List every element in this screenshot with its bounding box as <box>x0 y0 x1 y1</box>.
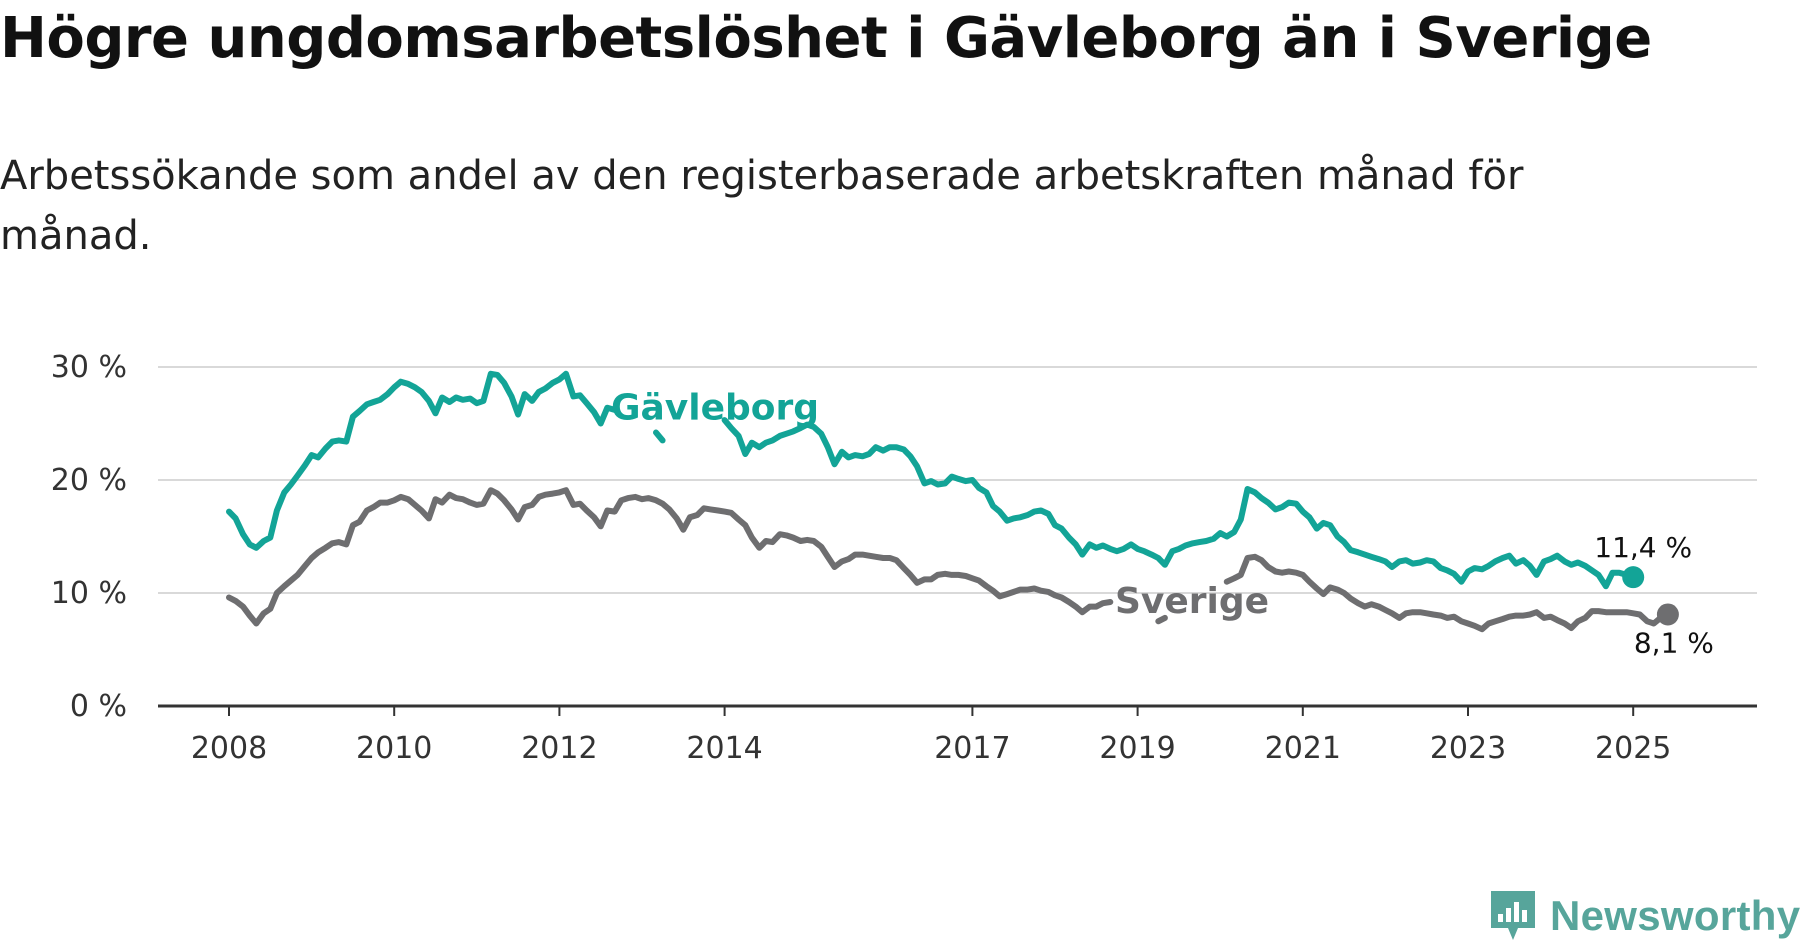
x-tick-label: 2008 <box>191 731 267 766</box>
end-point-gavleborg <box>1622 566 1645 589</box>
y-tick-label: 0 % <box>70 689 127 724</box>
end-value-label-gavleborg: 11,4 % <box>1594 531 1692 564</box>
y-tick-label: 20 % <box>51 463 127 498</box>
x-tick-label: 2017 <box>934 731 1010 766</box>
x-tick-label: 2019 <box>1099 731 1175 766</box>
chart-labels: 0 % 10 % 20 % 30 % 2008 2010 2012 2014 2017 2019 2… <box>51 350 1714 766</box>
y-tick-label: 10 % <box>51 576 127 611</box>
newsworthy-brand: Newsworthy <box>1488 888 1800 944</box>
y-tick-label: 30 % <box>51 350 127 385</box>
end-point-sverige <box>1656 603 1679 626</box>
x-tick-label: 2010 <box>356 731 432 766</box>
chart-title: Högre ungdomsarbetslöshet i Gävleborg än… <box>0 6 1652 71</box>
x-tick-label: 2025 <box>1595 731 1671 766</box>
axes <box>158 704 1757 716</box>
series-line-sverige <box>1223 553 1671 633</box>
x-tick-label: 2023 <box>1430 731 1506 766</box>
series-line-gavleborg <box>721 417 1637 590</box>
series-line-sverige <box>226 487 1114 627</box>
series-label-sverige: Sverige <box>1115 581 1269 622</box>
series-line-sverige <box>1155 614 1168 625</box>
series-line-gavleborg <box>226 370 618 551</box>
end-value-label-sverige: 8,1 % <box>1634 626 1714 659</box>
x-tick-label: 2021 <box>1265 731 1341 766</box>
brand-name: Newsworthy <box>1550 892 1800 939</box>
x-tick-label: 2012 <box>521 731 597 766</box>
chart-subtitle: Arbetssökande som andel av den registerb… <box>0 153 1524 259</box>
series-label-gavleborg: Gävleborg <box>611 388 819 429</box>
newsworthy-logo-icon <box>1491 891 1535 940</box>
x-tick-label: 2014 <box>686 731 762 766</box>
series-lines <box>226 370 1679 633</box>
series-line-gavleborg <box>653 429 666 444</box>
